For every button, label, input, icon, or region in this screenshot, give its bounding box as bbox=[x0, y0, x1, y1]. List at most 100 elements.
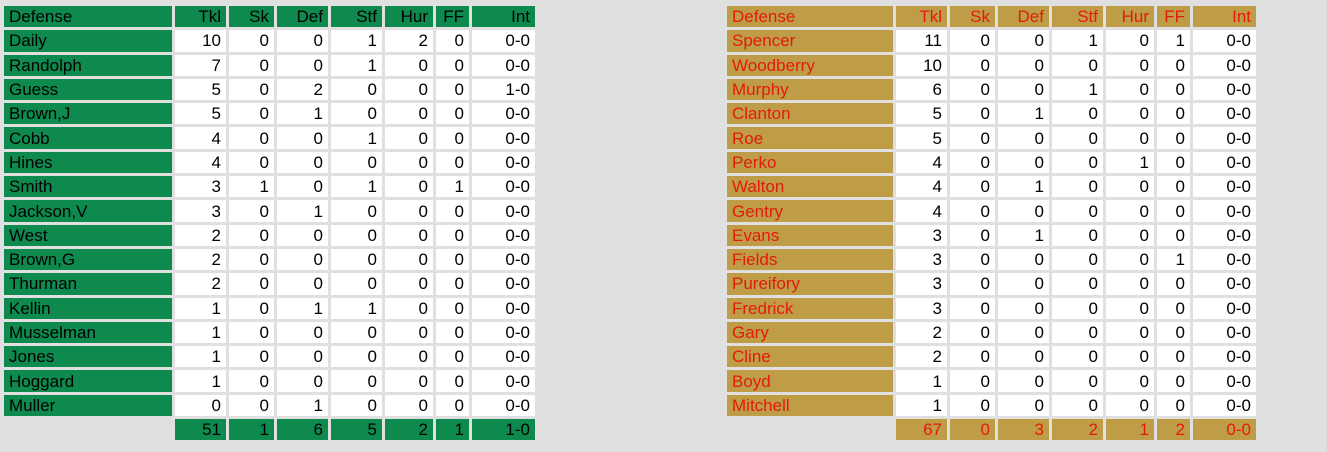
stat-cell: 0 bbox=[1106, 394, 1154, 417]
stat-cell: 0 bbox=[385, 200, 433, 222]
stat-cell: 1 bbox=[1157, 30, 1190, 52]
stat-cell: 0 bbox=[1157, 54, 1190, 76]
total-cell: 6 bbox=[277, 419, 328, 441]
column-header: Sk bbox=[950, 6, 995, 28]
table-row: Hoggard 1 0 0 0 0 0 0-0 bbox=[4, 370, 535, 392]
total-cell: 0 bbox=[950, 419, 995, 441]
stat-cell: 0 bbox=[1157, 297, 1190, 319]
stat-cell: 0-0 bbox=[1193, 200, 1256, 222]
stat-cell: 0 bbox=[1106, 248, 1154, 271]
player-name: Musselman bbox=[4, 321, 172, 344]
player-name: Daily bbox=[4, 30, 172, 52]
table-row: Walton 4 0 1 0 0 0 0-0 bbox=[727, 176, 1256, 198]
player-name: Cline bbox=[727, 346, 893, 368]
stat-cell: 0 bbox=[1106, 346, 1154, 368]
stat-cell: 1 bbox=[896, 370, 947, 392]
player-name: Fredrick bbox=[727, 297, 893, 319]
stat-cell: 0 bbox=[277, 224, 328, 246]
stat-cell: 3 bbox=[896, 248, 947, 271]
table-row: West 2 0 0 0 0 0 0-0 bbox=[4, 224, 535, 246]
stat-cell: 0 bbox=[998, 394, 1049, 417]
stat-cell: 0 bbox=[1052, 151, 1103, 174]
table-row: Guess 5 0 2 0 0 0 1-0 bbox=[4, 78, 535, 101]
right-defense-table: Defense Tkl Sk Def Stf Hur FF Int Spencer 11 0 0 1 0 1… bbox=[724, 3, 1259, 443]
table-row: Muller 0 0 1 0 0 0 0-0 bbox=[4, 394, 535, 417]
total-cell: 67 bbox=[896, 419, 947, 441]
stat-cell: 0 bbox=[1157, 176, 1190, 198]
stat-cell: 0 bbox=[1052, 224, 1103, 246]
player-name: Walton bbox=[727, 176, 893, 198]
total-cell: 0-0 bbox=[1193, 419, 1256, 441]
stat-cell: 0 bbox=[229, 78, 274, 101]
stat-cell: 0 bbox=[331, 78, 382, 101]
stat-cell: 0 bbox=[1157, 394, 1190, 417]
stat-cell: 6 bbox=[896, 78, 947, 101]
stat-cell: 0-0 bbox=[1193, 54, 1256, 76]
stat-cell: 3 bbox=[175, 200, 226, 222]
column-header: FF bbox=[436, 6, 469, 28]
stat-cell: 1-0 bbox=[472, 78, 535, 101]
stat-cell: 0 bbox=[331, 321, 382, 344]
stat-cell: 0 bbox=[1052, 321, 1103, 344]
stat-cell: 0 bbox=[436, 30, 469, 52]
player-name: Gentry bbox=[727, 200, 893, 222]
stat-cell: 0-0 bbox=[1193, 78, 1256, 101]
stat-cell: 0 bbox=[1157, 224, 1190, 246]
stat-cell: 1 bbox=[1052, 78, 1103, 101]
stat-cell: 0-0 bbox=[472, 54, 535, 76]
stat-cell: 0-0 bbox=[1193, 321, 1256, 344]
table-row: Cobb 4 0 0 1 0 0 0-0 bbox=[4, 127, 535, 149]
table-row: Randolph 7 0 0 1 0 0 0-0 bbox=[4, 54, 535, 76]
stat-cell: 0 bbox=[331, 224, 382, 246]
stat-cell: 5 bbox=[175, 78, 226, 101]
stat-cell: 0 bbox=[385, 370, 433, 392]
stat-cell: 0 bbox=[277, 151, 328, 174]
stat-cell: 0 bbox=[436, 54, 469, 76]
stat-cell: 10 bbox=[175, 30, 226, 52]
stat-cell: 0-0 bbox=[472, 103, 535, 125]
player-name: Gary bbox=[727, 321, 893, 344]
stat-cell: 0 bbox=[1106, 224, 1154, 246]
stat-cell: 0 bbox=[1106, 103, 1154, 125]
stat-cell: 0 bbox=[1052, 346, 1103, 368]
stat-cell: 0-0 bbox=[1193, 151, 1256, 174]
stat-cell: 0 bbox=[229, 321, 274, 344]
table-row: Roe 5 0 0 0 0 0 0-0 bbox=[727, 127, 1256, 149]
stat-cell: 0 bbox=[950, 176, 995, 198]
table-row: Spencer 11 0 0 1 0 1 0-0 bbox=[727, 30, 1256, 52]
stat-cell: 0-0 bbox=[1193, 224, 1256, 246]
stat-cell: 0 bbox=[1106, 78, 1154, 101]
stat-cell: 0-0 bbox=[472, 176, 535, 198]
stat-cell: 0 bbox=[229, 297, 274, 319]
table-row: Thurman 2 0 0 0 0 0 0-0 bbox=[4, 273, 535, 295]
player-name: Kellin bbox=[4, 297, 172, 319]
stat-cell: 1 bbox=[331, 176, 382, 198]
player-name: Spencer bbox=[727, 30, 893, 52]
stat-cell: 4 bbox=[896, 151, 947, 174]
stat-cell: 0-0 bbox=[472, 224, 535, 246]
table-row: Hines 4 0 0 0 0 0 0-0 bbox=[4, 151, 535, 174]
stat-cell: 0 bbox=[385, 78, 433, 101]
stat-cell: 1 bbox=[331, 30, 382, 52]
table-row: Gentry 4 0 0 0 0 0 0-0 bbox=[727, 200, 1256, 222]
stat-cell: 0 bbox=[385, 297, 433, 319]
stat-cell: 0 bbox=[331, 346, 382, 368]
stat-cell: 0 bbox=[1157, 321, 1190, 344]
stat-cell: 0 bbox=[1106, 273, 1154, 295]
stat-cell: 0 bbox=[950, 346, 995, 368]
total-cell: 2 bbox=[1157, 419, 1190, 441]
player-name: Roe bbox=[727, 127, 893, 149]
table-row: Clanton 5 0 1 0 0 0 0-0 bbox=[727, 103, 1256, 125]
column-header: FF bbox=[1157, 6, 1190, 28]
stat-cell: 0 bbox=[1052, 127, 1103, 149]
stat-cell: 0 bbox=[1106, 54, 1154, 76]
stat-cell: 0 bbox=[998, 321, 1049, 344]
totals-row: 67 0 3 2 1 2 0-0 bbox=[727, 419, 1256, 441]
stat-cell: 0 bbox=[998, 370, 1049, 392]
stat-cell: 0 bbox=[998, 54, 1049, 76]
stat-cell: 0 bbox=[277, 30, 328, 52]
table-row: Murphy 6 0 0 1 0 0 0-0 bbox=[727, 78, 1256, 101]
stat-cell: 0 bbox=[436, 248, 469, 271]
stat-cell: 0 bbox=[950, 127, 995, 149]
stat-cell: 0-0 bbox=[1193, 297, 1256, 319]
